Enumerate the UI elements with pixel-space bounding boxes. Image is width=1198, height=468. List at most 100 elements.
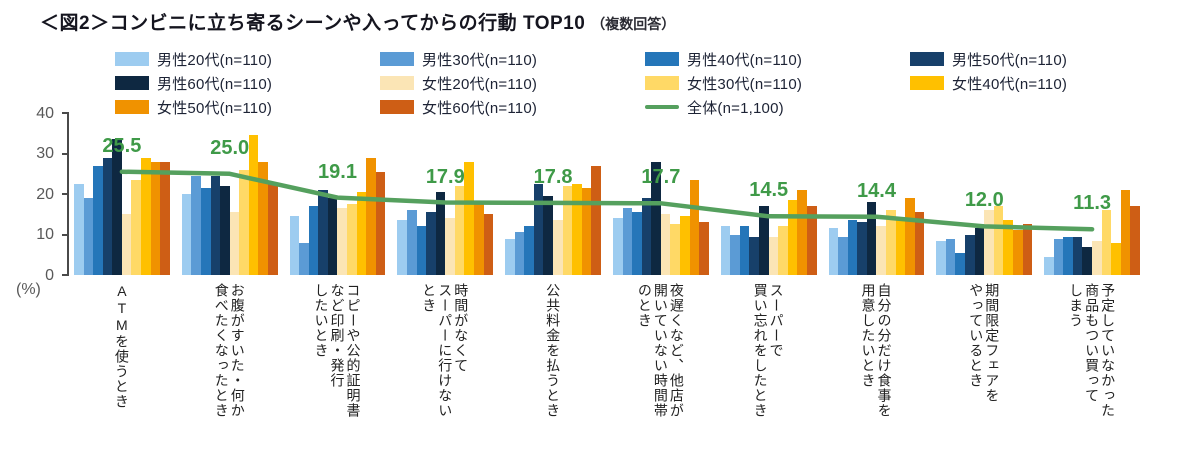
bar (622, 208, 633, 275)
bar-group (68, 113, 176, 275)
category-label: 期間限定フェアを やっているとき (968, 283, 1001, 403)
category-label-cell: コピーや公的証明書 など印刷・発行 したいとき (284, 283, 392, 418)
bar (797, 189, 808, 275)
bar (670, 224, 681, 275)
legend-label: 女性20代(n=110) (422, 75, 538, 93)
bar (562, 185, 573, 275)
legend: 男性20代(n=110) 男性30代(n=110) 男性40代(n=110) 男性50… (0, 0, 1198, 120)
legend-color-swatch (380, 76, 414, 90)
legend-label: 全体(n=1,100) (687, 99, 784, 117)
legend-color-swatch (910, 76, 944, 90)
bar (210, 175, 221, 275)
bar (895, 220, 906, 275)
bar (229, 212, 240, 275)
bar (220, 185, 230, 275)
bar (699, 222, 709, 275)
bar (955, 252, 966, 275)
category-label: 予定していなかった 商品もつい買って しまう (1068, 283, 1117, 418)
bar (876, 226, 887, 275)
legend-label: 男性20代(n=110) (157, 51, 273, 69)
bar (337, 208, 348, 275)
y-tick-mark (62, 274, 68, 276)
bar (375, 171, 386, 275)
legend-item: 女性50代(n=110) (115, 98, 273, 117)
legend-color-swatch (115, 100, 149, 114)
bar (483, 214, 494, 275)
bar (73, 183, 84, 275)
bar (131, 179, 142, 275)
legend-color-swatch (115, 76, 149, 90)
bar-group (715, 113, 823, 275)
legend-color-swatch (380, 100, 414, 114)
y-tick-label: 0 (45, 266, 54, 284)
bar (524, 226, 534, 275)
bar (660, 214, 671, 275)
bar (787, 200, 798, 275)
category-label-cell: 期間限定フェアを やっているとき (930, 283, 1038, 403)
legend-color-swatch (645, 52, 679, 66)
category-label: ATMを使うとき (113, 283, 130, 409)
bar (984, 210, 994, 275)
y-axis-line (67, 112, 69, 276)
y-tick-label: 20 (36, 185, 54, 203)
bar (248, 135, 259, 275)
legend-item: 男性30代(n=110) (380, 50, 537, 69)
bar-group (284, 113, 392, 275)
bar (759, 206, 769, 275)
bar (612, 218, 623, 275)
bar-group (607, 113, 715, 275)
bar (847, 220, 858, 275)
bar (1044, 256, 1054, 275)
bar (1130, 206, 1141, 275)
bar (838, 236, 848, 275)
bar (347, 204, 357, 275)
bar-group (823, 113, 931, 275)
bar (533, 183, 544, 275)
legend-item: 男性50代(n=110) (910, 50, 1068, 69)
legend-label: 男性50代(n=110) (952, 51, 1068, 69)
y-tick-mark (62, 233, 68, 236)
bar (308, 206, 319, 275)
y-tick-label: 40 (36, 104, 54, 122)
bar (397, 220, 407, 275)
category-label-cell: 時間がなくて スーパーに行けない とき (391, 283, 499, 418)
legend-label: 女性50代(n=110) (157, 99, 273, 117)
bar (299, 242, 309, 275)
chart-title: ＜図2＞コンビニに立ち寄るシーンや入ってからの行動 TOP10 （複数回答） (40, 8, 675, 35)
bar (1082, 246, 1093, 275)
legend-line-swatch (645, 105, 679, 109)
bar (905, 198, 915, 275)
bar (454, 185, 465, 275)
bar (514, 232, 525, 275)
bar (543, 196, 554, 275)
bar (632, 212, 642, 275)
legend-color-swatch (645, 76, 679, 90)
y-axis: 40 30 20 10 0 (0, 105, 68, 284)
bar (356, 191, 367, 275)
bar (768, 236, 779, 275)
bar (965, 234, 975, 275)
legend-label: 男性60代(n=110) (157, 75, 273, 93)
legend-color-swatch (910, 52, 944, 66)
bar (426, 212, 436, 275)
bar (289, 216, 300, 275)
bar (730, 234, 740, 275)
bar (141, 157, 151, 275)
category-label-cell: ATMを使うとき (68, 283, 176, 409)
category-label: お腹がすいた・何か 食べたくなったとき (213, 283, 246, 418)
bar (112, 139, 122, 275)
bar (886, 210, 896, 275)
legend-item: 全体(n=1,100) (645, 98, 784, 117)
bar (1003, 220, 1014, 275)
category-label-cell: 自分の分だけ食事を 用意したいとき (823, 283, 931, 418)
category-label: スーパーで 買い忘れをしたとき (752, 283, 785, 418)
bar (581, 187, 592, 275)
legend-label: 女性60代(n=110) (422, 99, 538, 117)
bar (239, 169, 249, 275)
bar (318, 189, 328, 275)
legend-item: 女性40代(n=110) (910, 74, 1067, 93)
bar (866, 202, 877, 275)
legend-item: 男性60代(n=110) (115, 74, 273, 93)
category-label: コピーや公的証明書 など印刷・発行 したいとき (313, 283, 362, 418)
